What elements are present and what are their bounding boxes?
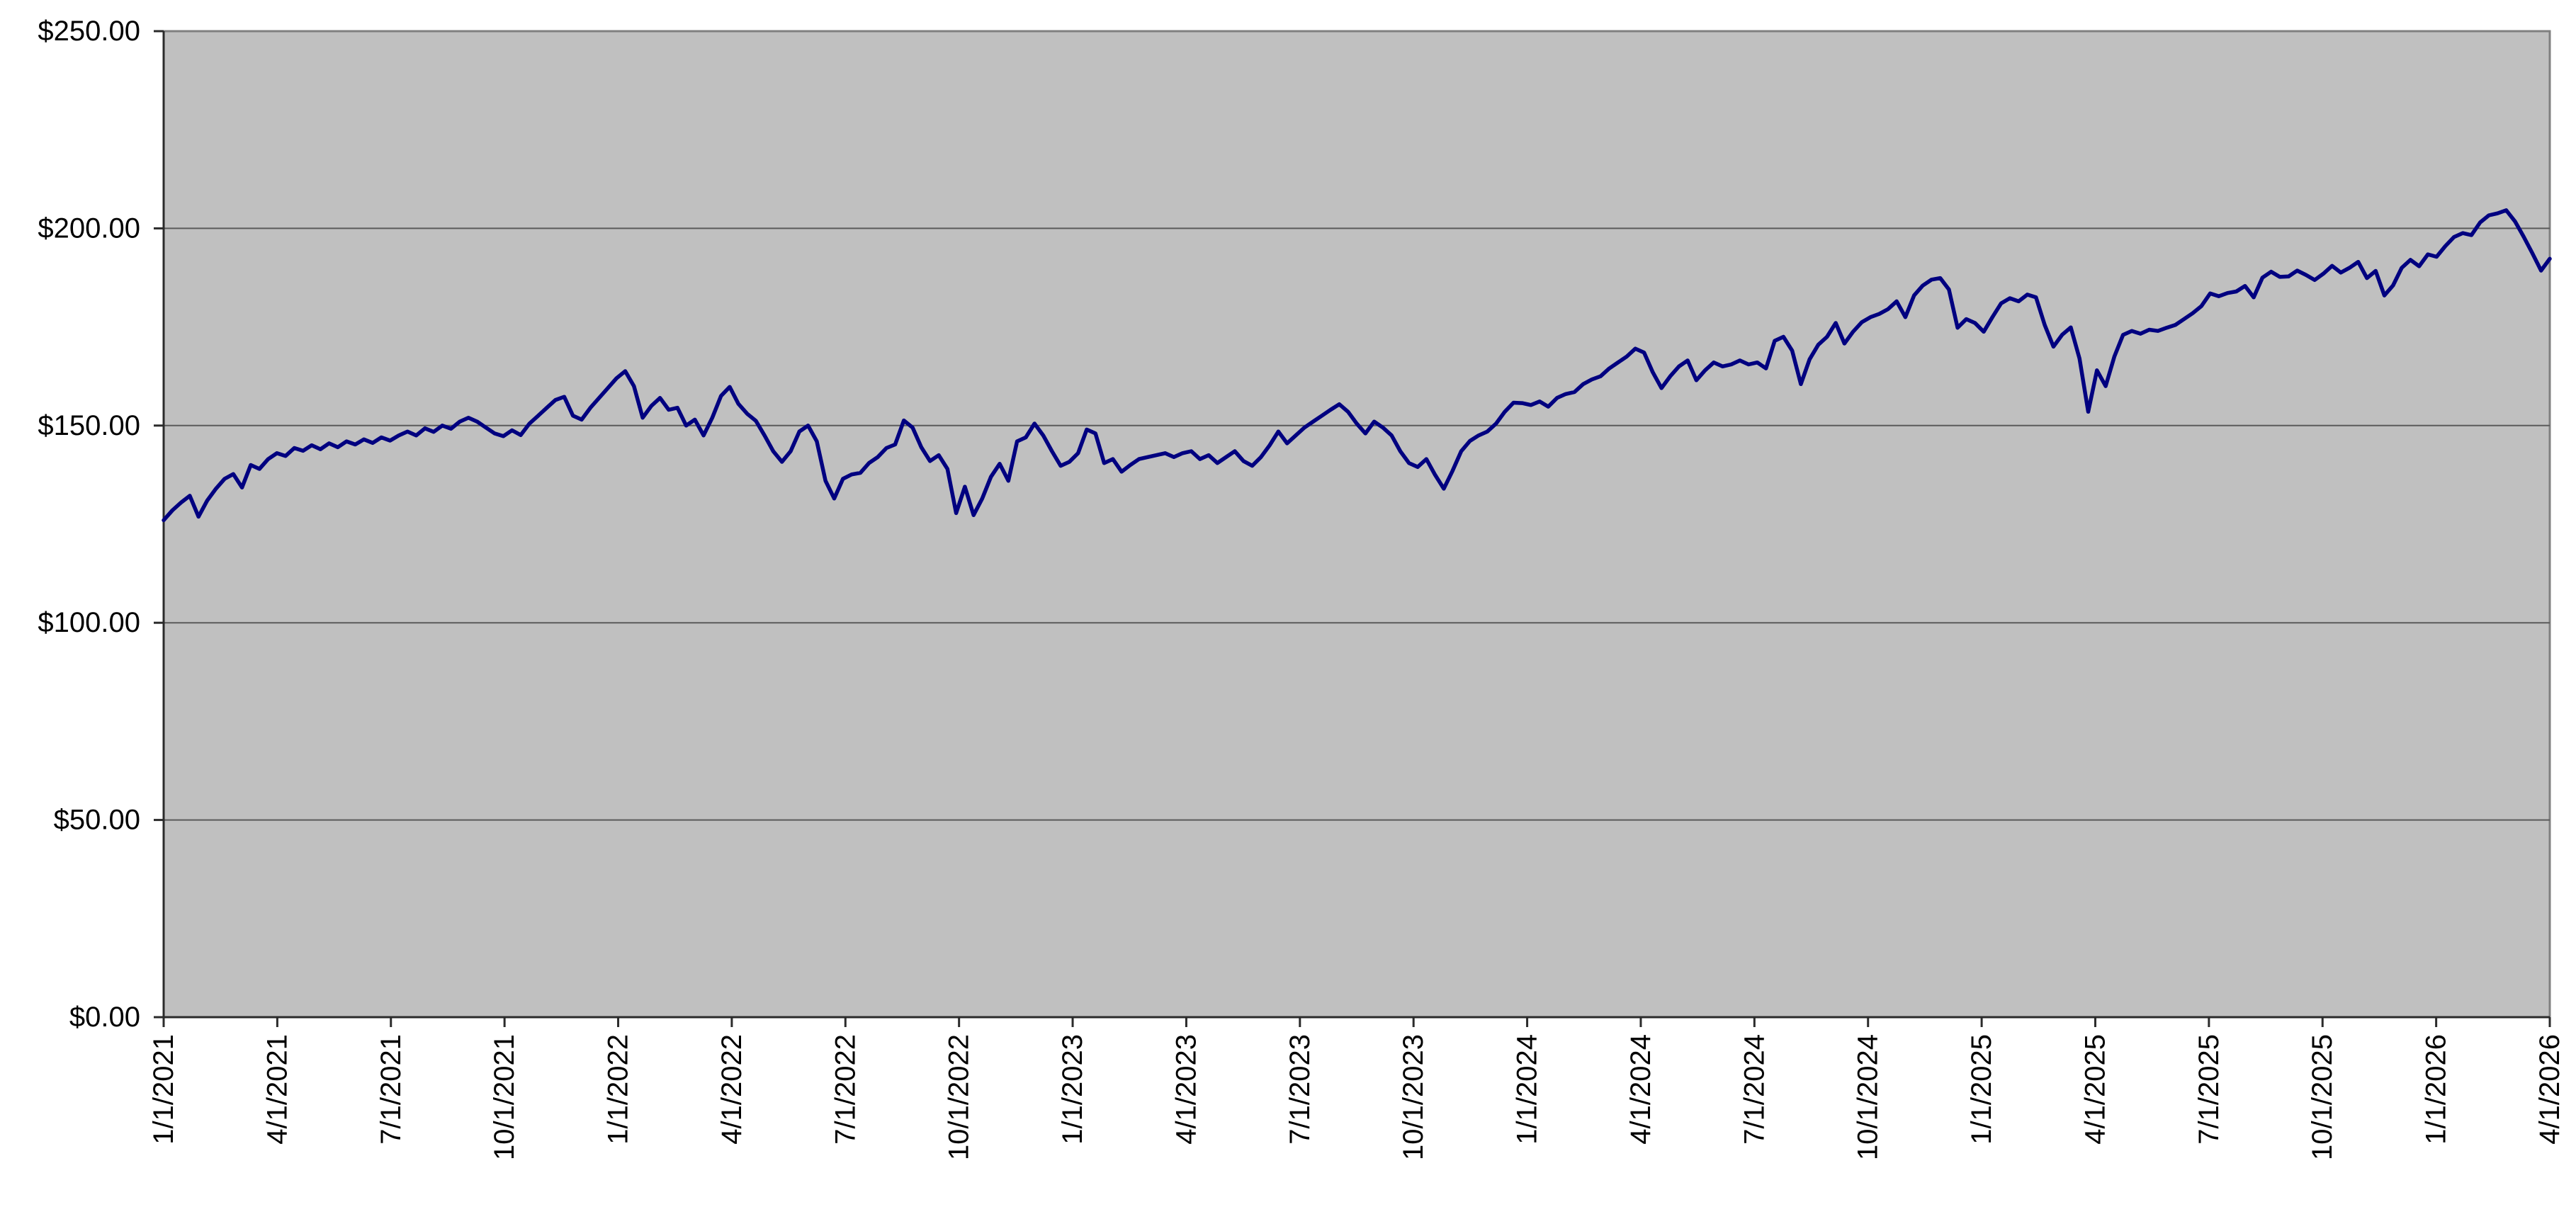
- x-axis-label: 7/1/2022: [830, 1034, 861, 1145]
- x-axis-tick-labels: 1/1/2021 4/1/2021 7/1/2021 10/1/2021 1/1/202…: [148, 1034, 2565, 1160]
- x-axis-label: 10/1/2024: [1853, 1034, 1884, 1160]
- x-axis-label: 1/1/2024: [1512, 1034, 1543, 1145]
- x-axis-label: 4/1/2022: [716, 1034, 747, 1145]
- x-axis-label: 10/1/2023: [1398, 1034, 1429, 1160]
- y-axis-label: $250.00: [38, 16, 140, 47]
- x-axis-label: 10/1/2021: [489, 1034, 520, 1160]
- y-axis-label: $200.00: [38, 212, 140, 244]
- x-axis-label: 1/1/2022: [603, 1034, 634, 1145]
- price-series-line: [162, 208, 2552, 523]
- plot-area: [162, 30, 2551, 1019]
- axis-lines: [162, 31, 2550, 1019]
- x-axis-label: 4/1/2026: [2534, 1034, 2565, 1145]
- x-axis-label: 7/1/2024: [1739, 1034, 1770, 1145]
- y-axis-label: $0.00: [69, 1002, 140, 1033]
- x-axis-label: 1/1/2021: [148, 1034, 179, 1145]
- y-axis-tick-labels: $0.00 $50.00 $100.00 $150.00 $200.00 $250.00: [38, 16, 140, 1033]
- y-axis-label: $100.00: [38, 607, 140, 638]
- x-axis-label: 4/1/2021: [261, 1034, 293, 1145]
- x-axis-label: 10/1/2022: [944, 1034, 975, 1160]
- x-axis-label: 1/1/2023: [1057, 1034, 1088, 1145]
- x-axis-label: 7/1/2021: [375, 1034, 407, 1145]
- y-axis-ticks: [154, 30, 164, 1019]
- y-axis-label: $150.00: [38, 410, 140, 441]
- x-axis-label: 4/1/2023: [1170, 1034, 1202, 1145]
- x-axis-ticks: [162, 1017, 2551, 1027]
- y-axis-label: $50.00: [54, 805, 140, 836]
- x-axis-label: 4/1/2024: [1625, 1034, 1656, 1145]
- x-axis-label: 1/1/2025: [1966, 1034, 1997, 1145]
- x-axis-label: 7/1/2025: [2193, 1034, 2225, 1145]
- x-axis-label: 10/1/2025: [2307, 1034, 2338, 1160]
- x-axis-label: 7/1/2023: [1284, 1034, 1316, 1145]
- x-axis-label: 4/1/2025: [2079, 1034, 2111, 1145]
- x-axis-label: 1/1/2026: [2421, 1034, 2452, 1145]
